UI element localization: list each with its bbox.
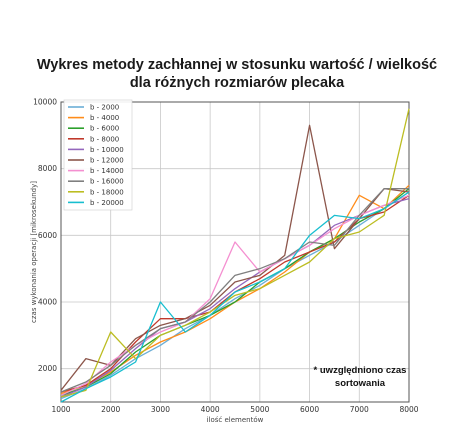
y-tick-label: 8000	[38, 164, 57, 173]
legend-label: b - 4000	[90, 114, 119, 122]
chart-title: Wykres metody zachłannej w stosunku wart…	[0, 56, 474, 92]
legend: b - 2000 b - 4000 b - 6000 b - 8000 b - 1000…	[63, 99, 133, 211]
x-tick-label: 4000	[201, 405, 220, 414]
chart-title-line-2: dla różnych rozmiarów plecaka	[129, 75, 345, 91]
series-line	[60, 198, 410, 398]
series-line	[60, 188, 410, 396]
sorting-note-line-1: * uwzględniono czas	[313, 365, 407, 376]
series-line	[60, 108, 410, 398]
series-line	[60, 188, 409, 393]
legend-label: b - 10000	[90, 146, 124, 154]
sorting-note: * uwzględniono czas sortowania	[300, 364, 420, 390]
sorting-note-line-2: sortowania	[334, 378, 386, 389]
x-tick-label: 5000	[250, 405, 269, 414]
series-line	[60, 191, 410, 403]
legend-label: b - 20000	[90, 199, 124, 207]
legend-label: b - 2000	[90, 104, 119, 112]
x-tick-label: 2000	[101, 405, 120, 414]
x-tick-label: 6000	[300, 405, 319, 414]
x-tick-label: 1000	[51, 405, 70, 414]
axis-ticks: 1000 2000 3000 4000 5000 6000 7000 8000 2000 4000…	[33, 98, 419, 415]
y-tick-label: 4000	[38, 298, 57, 307]
plot-area-frame	[60, 101, 410, 403]
y-tick-label: 10000	[33, 98, 57, 107]
y-tick-label: 6000	[38, 231, 57, 240]
legend-label: b - 12000	[90, 157, 124, 165]
legend-label: b - 16000	[90, 178, 124, 186]
series-lines	[60, 108, 410, 403]
y-tick-label: 2000	[38, 364, 57, 373]
series-line	[60, 191, 410, 400]
series-line	[60, 194, 410, 396]
legend-label: b - 14000	[90, 167, 124, 175]
x-tick-label: 7000	[350, 405, 369, 414]
legend-label: b - 6000	[90, 125, 119, 133]
chart-title-line-1: Wykres metody zachłannej w stosunku wart…	[36, 57, 438, 73]
y-axis-label: czas wykonania operacji [mikrosekundy]	[30, 181, 38, 323]
legend-label: b - 18000	[90, 188, 124, 196]
legend-label: b - 8000	[90, 135, 119, 143]
x-axis-label: ilość elementów	[207, 416, 264, 424]
x-tick-label: 8000	[399, 405, 418, 414]
x-tick-label: 3000	[151, 405, 170, 414]
